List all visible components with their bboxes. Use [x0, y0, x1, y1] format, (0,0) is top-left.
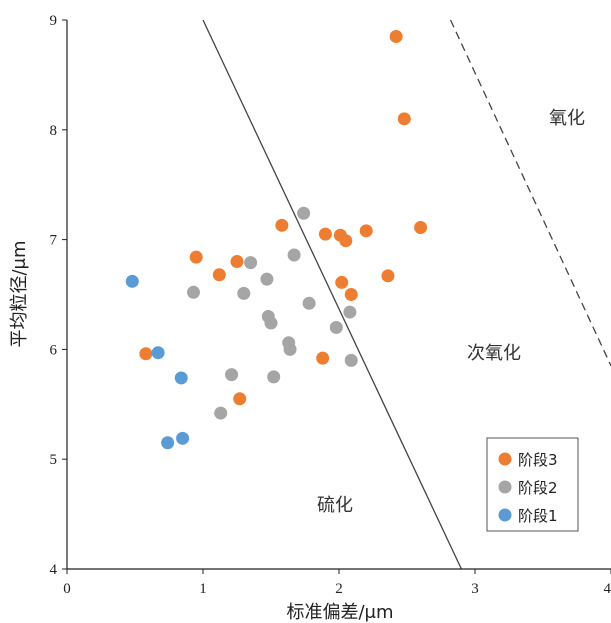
region-labels: 氧化 次氧化 硫化	[317, 108, 585, 516]
legend-label: 阶段2	[518, 479, 558, 497]
x-axis-title: 标准偏差/μm	[286, 602, 393, 623]
data-point	[297, 206, 311, 220]
data-point	[186, 285, 200, 299]
data-point	[125, 274, 139, 288]
sulfidation-boundary-line	[202, 19, 462, 570]
data-point	[139, 347, 153, 361]
data-point	[397, 112, 411, 126]
data-point	[316, 351, 330, 365]
data-point	[359, 224, 373, 238]
data-point	[275, 218, 289, 232]
legend: 阶段3 阶段2 阶段1	[486, 437, 579, 532]
data-point	[329, 320, 343, 334]
data-point	[267, 370, 281, 384]
data-point	[344, 353, 358, 367]
legend-label: 阶段3	[518, 451, 558, 469]
legend-label: 阶段1	[518, 507, 558, 525]
data-point	[225, 368, 239, 382]
data-point	[343, 305, 357, 319]
legend-marker	[498, 508, 512, 522]
data-point	[381, 269, 395, 283]
region-label-oxidation: 氧化	[549, 108, 585, 129]
data-point	[283, 342, 297, 356]
data-point	[389, 29, 403, 43]
data-point	[174, 371, 188, 385]
x-tick-label: 3	[471, 581, 479, 597]
data-point	[287, 248, 301, 262]
y-tick-label: 4	[50, 562, 58, 578]
tick-labels: 4 5 6 7 8 9 0 1 2 3 4	[50, 13, 611, 597]
x-tick-label: 4	[604, 581, 611, 597]
y-tick-label: 5	[50, 452, 58, 468]
data-point	[318, 227, 332, 241]
data-point	[214, 406, 228, 420]
legend-marker	[498, 480, 512, 494]
y-tick-label: 7	[50, 233, 58, 249]
data-point	[161, 436, 175, 450]
y-tick-label: 9	[50, 13, 58, 29]
y-tick-label: 6	[50, 342, 58, 358]
data-point	[233, 392, 247, 406]
data-point	[212, 268, 226, 282]
data-point	[237, 286, 251, 300]
x-tick-label: 1	[199, 581, 207, 597]
legend-marker	[498, 452, 512, 466]
y-axis-title: 平均粒径/μm	[9, 240, 30, 347]
data-point	[339, 234, 353, 248]
data-point	[230, 255, 244, 269]
region-label-sulfidation: 硫化	[317, 495, 353, 516]
x-tick-label: 2	[335, 581, 343, 597]
boundary-lines	[202, 19, 611, 570]
oxidation-boundary-line	[449, 19, 611, 367]
region-label-suboxidation: 次氧化	[467, 343, 521, 364]
data-point	[244, 256, 258, 270]
data-point	[414, 221, 428, 235]
data-point	[335, 275, 349, 289]
x-tick-label: 0	[63, 581, 71, 597]
data-points	[125, 29, 428, 450]
data-point	[176, 431, 190, 445]
data-point	[344, 288, 358, 301]
data-point	[264, 316, 278, 330]
y-tick-label: 8	[50, 123, 58, 139]
data-point	[189, 250, 203, 264]
data-point	[151, 346, 165, 360]
data-point	[260, 272, 274, 286]
data-point	[302, 296, 316, 310]
